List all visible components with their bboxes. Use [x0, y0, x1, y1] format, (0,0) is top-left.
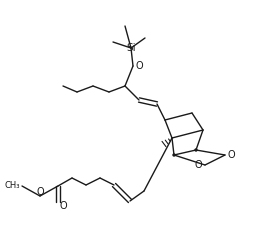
Text: Si: Si	[126, 43, 136, 53]
Circle shape	[195, 149, 197, 151]
Circle shape	[173, 154, 175, 156]
Text: O: O	[228, 150, 235, 160]
Text: O: O	[194, 160, 202, 170]
Text: O: O	[136, 61, 144, 71]
Text: O: O	[36, 187, 44, 197]
Text: O: O	[59, 201, 67, 211]
Text: CH₃: CH₃	[5, 182, 20, 191]
